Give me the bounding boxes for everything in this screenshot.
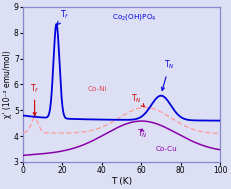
Text: Co-Ni: Co-Ni — [88, 86, 108, 92]
Text: Co-Cu: Co-Cu — [155, 146, 177, 152]
X-axis label: T (K): T (K) — [111, 177, 132, 186]
Text: T$_f$: T$_f$ — [30, 82, 39, 116]
Text: T$_N$: T$_N$ — [131, 92, 145, 107]
Text: Co$_2$(OH)PO$_4$: Co$_2$(OH)PO$_4$ — [112, 12, 157, 22]
Y-axis label: χ' (10⁻² emu/mol): χ' (10⁻² emu/mol) — [3, 51, 12, 118]
Text: T$_N$: T$_N$ — [137, 127, 148, 140]
Text: T$_f$: T$_f$ — [57, 9, 70, 25]
Text: T$_N$: T$_N$ — [161, 59, 175, 90]
